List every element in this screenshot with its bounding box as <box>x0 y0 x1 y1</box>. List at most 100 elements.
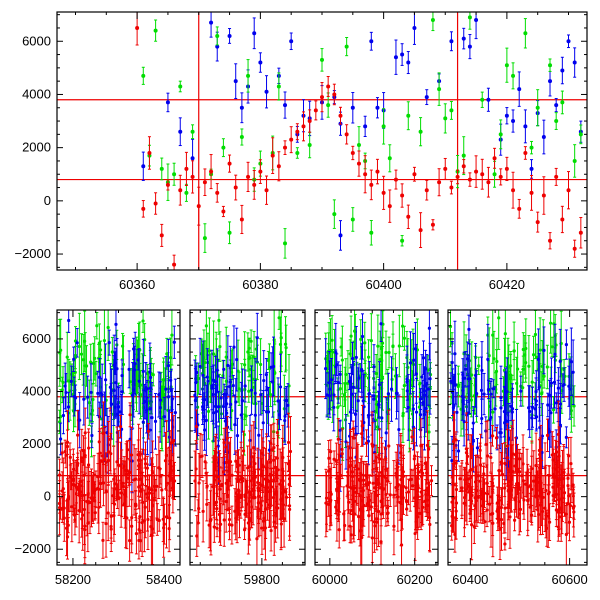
data-point <box>204 471 208 475</box>
data-point <box>344 44 349 49</box>
data-point <box>340 358 344 362</box>
data-point <box>139 471 143 475</box>
data-point <box>239 413 243 417</box>
data-point <box>169 378 173 382</box>
data-point <box>91 397 95 402</box>
data-point <box>213 458 218 462</box>
data-point <box>261 421 265 425</box>
y-tick-label: −2000 <box>14 541 51 556</box>
data-point <box>128 539 132 543</box>
data-point <box>79 490 83 494</box>
data-point <box>223 419 227 423</box>
data-point <box>413 454 417 458</box>
data-point <box>95 324 99 328</box>
data-point <box>144 386 148 390</box>
data-point <box>153 201 158 206</box>
y-tick-label: 6000 <box>22 33 51 48</box>
data-point <box>320 57 324 62</box>
data-point <box>151 504 155 508</box>
data-point <box>418 228 423 233</box>
data-point <box>134 477 138 481</box>
data-point <box>140 488 144 493</box>
data-point <box>566 39 571 44</box>
data-point <box>244 414 248 418</box>
data-point <box>268 460 272 464</box>
data-point <box>366 413 371 418</box>
data-point <box>402 383 406 388</box>
data-point <box>81 448 86 453</box>
data-point <box>81 513 85 517</box>
data-point <box>162 522 166 526</box>
data-point <box>106 458 110 463</box>
data-point <box>77 508 81 513</box>
data-point <box>105 431 109 435</box>
data-point <box>118 424 123 429</box>
data-point <box>356 161 361 166</box>
data-point <box>248 518 252 523</box>
data-point <box>332 405 336 410</box>
data-point <box>232 345 236 349</box>
data-point <box>112 502 117 506</box>
data-point <box>400 238 405 243</box>
data-point <box>392 493 396 497</box>
data-point <box>288 449 293 454</box>
data-point <box>467 44 472 49</box>
data-point <box>141 319 145 323</box>
data-point <box>461 153 466 158</box>
data-point <box>149 488 154 492</box>
segment-1: 59800 <box>189 309 306 587</box>
data-point <box>281 490 285 495</box>
data-point <box>128 413 132 417</box>
data-point <box>101 538 105 542</box>
data-point <box>239 135 244 140</box>
data-point <box>284 490 288 494</box>
data-point <box>461 36 466 41</box>
segment-0: −2000 0 2000 4000 6000 58200 58400 <box>14 309 182 587</box>
data-point <box>93 511 97 515</box>
data-point <box>375 425 379 429</box>
data-point <box>541 193 546 198</box>
data-point <box>212 473 216 477</box>
data-point <box>197 481 201 485</box>
data-point <box>145 466 149 470</box>
data-point <box>134 531 139 536</box>
data-point <box>284 346 288 350</box>
data-point <box>221 404 226 409</box>
data-point <box>390 377 394 382</box>
data-point <box>271 364 276 369</box>
data-point <box>218 345 222 349</box>
data-point <box>363 172 368 177</box>
data-point <box>523 31 528 36</box>
data-point <box>225 411 229 415</box>
data-point <box>89 360 93 364</box>
data-point <box>376 403 381 407</box>
data-point <box>252 182 257 187</box>
y-tick-label: −2000 <box>14 246 51 261</box>
data-point <box>65 535 70 539</box>
data-point <box>258 507 262 511</box>
data-point <box>401 414 405 418</box>
data-point <box>202 236 207 241</box>
data-point <box>195 534 199 538</box>
data-point <box>234 459 238 463</box>
data-point <box>405 377 409 381</box>
data-point <box>356 399 360 403</box>
data-point <box>282 517 286 521</box>
bottom-panel: −2000 0 2000 4000 6000 58200 58400 59800 60000 60… <box>14 309 588 587</box>
data-point <box>195 405 200 409</box>
data-point <box>342 512 346 516</box>
y-tick-label: 6000 <box>22 331 51 346</box>
data-point <box>202 414 206 419</box>
data-point <box>572 60 577 65</box>
y-tick-label: 2000 <box>22 140 51 155</box>
data-point <box>320 95 324 100</box>
data-point <box>89 390 93 395</box>
data-point <box>492 172 497 177</box>
data-point <box>77 344 81 349</box>
data-point <box>124 468 128 472</box>
data-point <box>486 180 491 185</box>
data-point <box>233 185 238 190</box>
data-point <box>353 412 358 416</box>
data-point <box>286 403 290 407</box>
data-point <box>412 172 417 177</box>
